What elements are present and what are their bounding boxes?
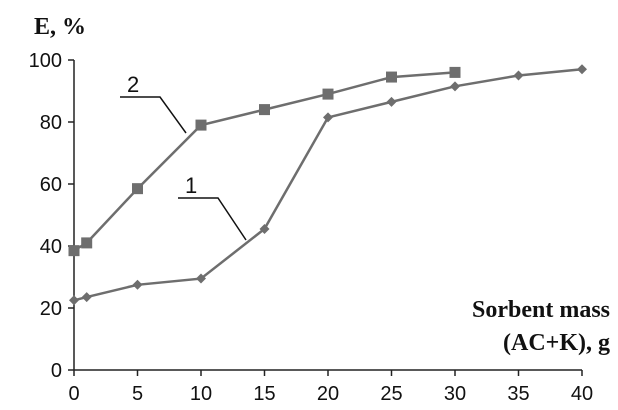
series-markers [68, 64, 587, 306]
y-axis-title: E, % [34, 14, 86, 40]
series-2-point [81, 237, 93, 249]
x-tick-label: 30 [444, 383, 466, 405]
y-tick-label: 100 [29, 50, 62, 72]
series-line-1 [73, 68, 583, 302]
series-1-point [259, 223, 270, 234]
series-1-point [513, 70, 524, 81]
series-line-2 [73, 71, 456, 252]
series-label-2: 2 [127, 72, 139, 97]
series-1-point [577, 64, 587, 75]
series-label-leader [120, 96, 187, 134]
series-2-point [322, 88, 334, 100]
x-axis-label-line-1: Sorbent mass [472, 297, 610, 323]
series-1-point [69, 295, 79, 306]
y-tick-label: 80 [40, 112, 62, 134]
x-tick-label: 5 [132, 383, 143, 405]
x-axis-label-line-2: (AC+K), g [503, 330, 610, 356]
x-tick-label: 20 [317, 383, 339, 405]
y-tick-label: 0 [51, 360, 62, 382]
series-lines [73, 68, 583, 302]
y-tick-label: 20 [40, 298, 62, 320]
y-tick-label: 60 [40, 174, 62, 196]
x-tick-label: 25 [380, 383, 402, 405]
x-tick-label: 40 [571, 383, 593, 405]
series-2-point [68, 245, 80, 257]
series-1-point [323, 112, 333, 123]
series-1-point [132, 279, 143, 290]
series-1-point [386, 96, 397, 107]
x-tick-label: 15 [253, 383, 275, 405]
series-2-point [259, 104, 270, 116]
series-1-point [450, 81, 460, 92]
y-tick-label: 40 [40, 236, 62, 258]
series-2-point [195, 119, 207, 131]
series-label-1: 1 [185, 173, 197, 198]
x-axis-title: Sorbent mass (AC+K), g [472, 297, 610, 356]
series-1-point [81, 292, 92, 303]
series-labels: 21 [120, 72, 247, 241]
series-2-point [386, 71, 397, 83]
series-2-point [449, 66, 461, 78]
axes: 0 20 40 60 80 100 0 5 10 15 20 25 30 35 40 [29, 50, 594, 405]
x-tick-label: 35 [507, 383, 529, 405]
x-tick-label: 0 [68, 383, 79, 405]
series-1-point [196, 273, 206, 284]
x-tick-label: 10 [190, 383, 212, 405]
series-2-point [132, 183, 143, 195]
y-axis-label: E, % [34, 14, 86, 40]
series-label-leader [178, 197, 247, 241]
